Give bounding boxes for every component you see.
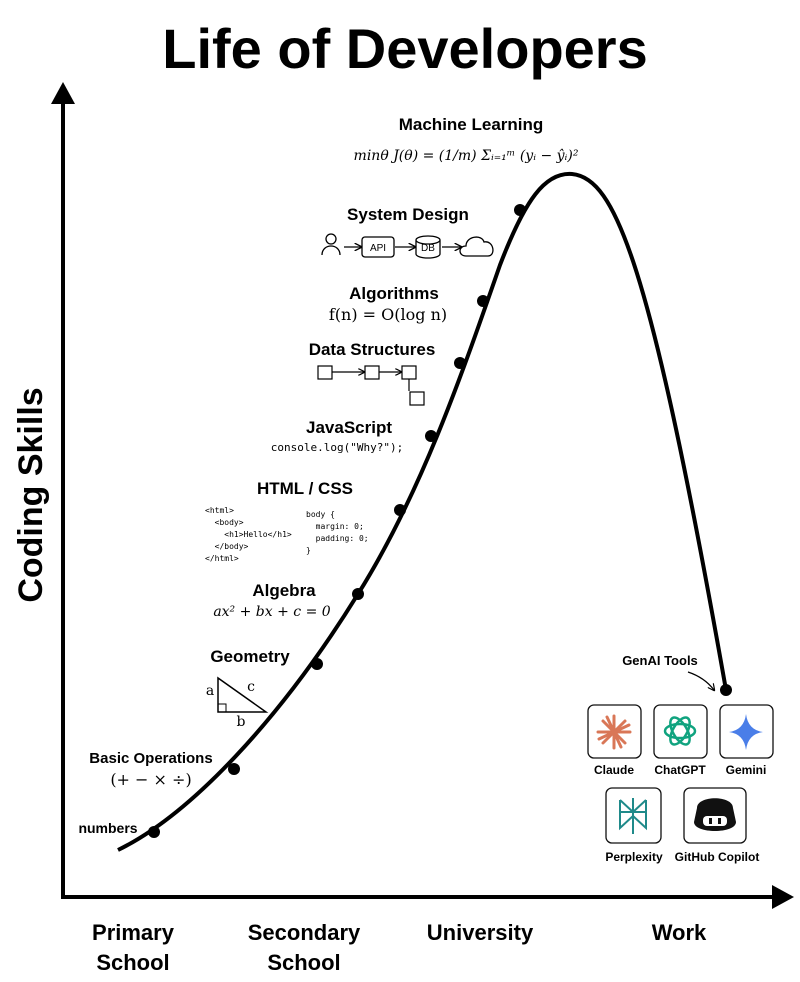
stage-detail: (+ − × ÷) <box>110 770 191 789</box>
x-label: Work <box>652 920 707 945</box>
tool-icon <box>653 704 708 759</box>
tool-label: GitHub Copilot <box>675 850 760 864</box>
code-line: margin: 0; <box>306 522 364 531</box>
perplexity-logo <box>619 798 647 834</box>
stage-label: Basic Operations <box>89 750 212 767</box>
skill-curve <box>117 171 728 852</box>
side-label: b <box>237 714 246 730</box>
code-line: <h1>Hello</h1> <box>205 530 292 539</box>
stage-label: JavaScript <box>306 418 392 437</box>
stage-label: Data Structures <box>309 340 436 359</box>
linked-list <box>317 365 425 406</box>
stage-detail: ax² + bx + c = 0 <box>213 604 330 620</box>
stage-label: Algorithms <box>349 284 439 303</box>
gemini-logo <box>729 714 763 750</box>
copilot-logo <box>694 798 736 831</box>
genai-arrow <box>687 671 714 690</box>
x-label: University <box>427 920 534 945</box>
stage-label: numbers <box>78 820 137 836</box>
triangle <box>217 676 269 713</box>
stage-label: HTML / CSS <box>257 479 353 498</box>
x-label: School <box>96 950 169 975</box>
x-label: Secondary <box>248 920 361 945</box>
stage-label: Geometry <box>210 647 290 666</box>
stage-label: Algebra <box>252 581 316 600</box>
title: Life of Developers <box>162 17 647 80</box>
stage-label: System Design <box>347 205 469 224</box>
chatgpt-logo <box>663 716 697 746</box>
code-line: <body> <box>205 518 244 527</box>
system-diagram <box>321 233 494 259</box>
box-label: API <box>370 243 386 254</box>
code-line: <html> <box>205 506 234 515</box>
stage-detail: f(n) = O(log n) <box>329 305 447 324</box>
x-label: Primary <box>92 920 175 945</box>
genai-label: GenAI Tools <box>622 653 698 668</box>
code-line: body { <box>306 510 335 519</box>
x-arrow <box>772 885 794 909</box>
code-line: padding: 0; <box>306 534 369 543</box>
tool-label: ChatGPT <box>654 763 706 777</box>
code-line: } <box>306 546 311 555</box>
x-label: School <box>267 950 340 975</box>
html-code: <html> <body> <h1>Hello</h1> </body> </h… <box>205 506 369 563</box>
stage-detail: console.log("Why?"); <box>271 441 403 454</box>
y-arrow <box>51 82 75 104</box>
claude-logo <box>596 714 632 750</box>
box-label: DB <box>421 243 435 254</box>
tool-label: Gemini <box>726 763 767 777</box>
y-axis-label: Coding Skills <box>12 387 50 602</box>
stage-detail: minθ J(θ) = (1/m) Σᵢ₌₁ᵐ (yᵢ − ŷᵢ)² <box>354 147 579 164</box>
side-label: a <box>206 683 214 699</box>
stage-dots <box>148 204 732 838</box>
code-line: </body> <box>205 542 249 551</box>
tool-label: Claude <box>594 763 634 777</box>
tool-label: Perplexity <box>605 850 663 864</box>
code-line: </html> <box>205 554 239 563</box>
side-label: c <box>247 679 255 695</box>
right-angle <box>217 703 227 713</box>
stage-label: Machine Learning <box>399 115 544 134</box>
